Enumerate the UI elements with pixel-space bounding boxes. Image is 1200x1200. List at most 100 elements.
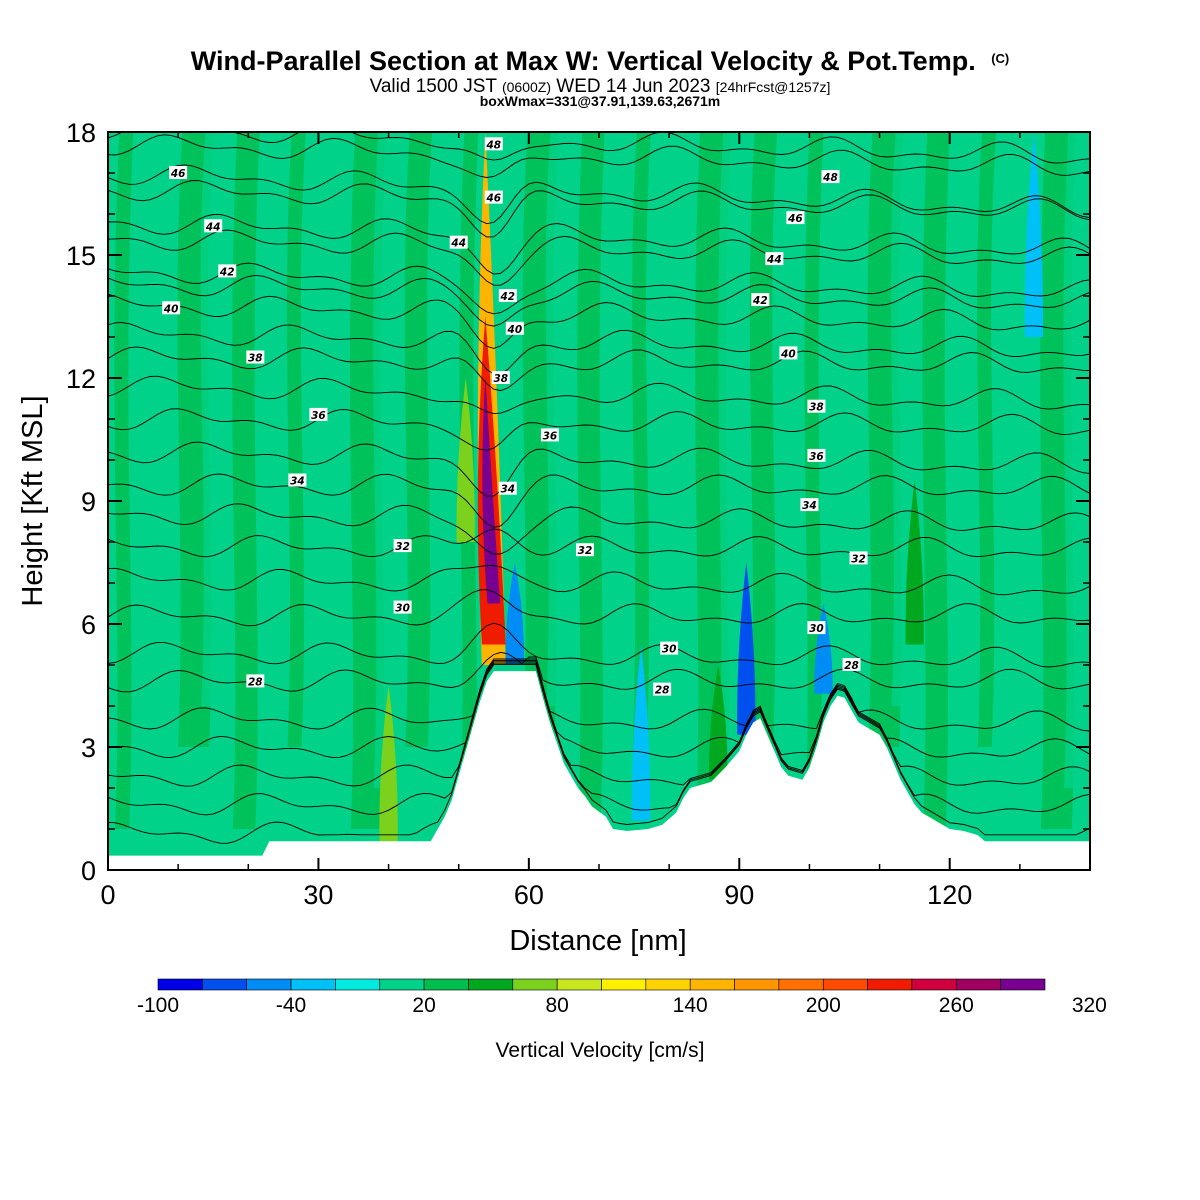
contour-label-text: 34	[802, 500, 817, 512]
contour-label-text: 36	[311, 410, 326, 422]
contour-label: 40	[162, 301, 181, 315]
contour-label-text: 30	[662, 644, 677, 656]
theta-line	[108, 132, 1090, 164]
contour-label-text: 46	[787, 213, 803, 225]
valid-local: Valid 1500 JST	[370, 76, 498, 97]
colorbar-swatch	[157, 978, 203, 991]
contour-label-bg	[484, 190, 503, 204]
contour-label-bg	[498, 481, 517, 495]
theta-line	[108, 661, 1090, 787]
contour-label: 46	[484, 190, 503, 205]
colorbar-swatch	[911, 978, 957, 991]
colorbar-tick-label: -40	[276, 994, 306, 1017]
theta-line	[108, 164, 1090, 225]
theta-line	[108, 293, 1090, 349]
w-band	[114, 132, 134, 829]
contour-label-bg	[800, 498, 819, 512]
w-band	[232, 132, 260, 829]
colorbar-tick-label: 140	[673, 994, 708, 1017]
w-band	[145, 132, 174, 788]
colorbar-swatch	[556, 978, 602, 991]
colorbar-swatch	[379, 978, 425, 991]
contour-label: 28	[653, 682, 672, 697]
theta-line	[108, 274, 1090, 327]
contour-label-bg	[807, 399, 826, 413]
theta-line	[108, 408, 1090, 451]
colorbar-swatch	[290, 978, 336, 991]
colorbar	[157, 978, 1046, 991]
contour-label-text: 32	[395, 541, 410, 553]
valid-date: WED 14 Jun 2023	[556, 76, 710, 97]
w-band	[404, 132, 433, 747]
contour-label: 36	[807, 448, 826, 463]
theta-line	[108, 375, 1090, 415]
contour-label-bg	[849, 551, 868, 565]
contour-label-bg	[491, 371, 510, 384]
y-axis-label: Height [Kft MSL]	[17, 395, 49, 606]
theta-line	[108, 659, 1090, 759]
theta-line	[108, 658, 1090, 732]
w-band	[631, 132, 651, 747]
colorbar-tick-label: 80	[545, 994, 568, 1017]
contour-label: 28	[842, 658, 861, 672]
contour-label: 44	[449, 235, 468, 250]
theta-line	[108, 214, 1090, 275]
w-cell-downdraft	[505, 562, 525, 665]
colorbar-swatch	[246, 978, 292, 991]
contour-label-bg	[765, 252, 784, 266]
w-band	[577, 132, 605, 829]
contour-label-bg	[484, 137, 503, 151]
contour-label-bg	[449, 235, 468, 249]
contour-label-text: 46	[170, 168, 186, 180]
contour-label-bg	[498, 289, 517, 302]
colorbar-swatch	[468, 978, 514, 991]
chart-title: Wind-Parallel Section at Max W: Vertical…	[191, 46, 1010, 76]
contour-label: 34	[498, 481, 517, 496]
contour-label: 46	[786, 211, 805, 225]
colorbar-swatch	[867, 978, 913, 991]
colorbar-tick-label: 320	[1072, 994, 1107, 1017]
contour-label-bg	[653, 682, 672, 696]
contour-label-bg	[821, 170, 840, 184]
x-tick-label: 90	[724, 880, 754, 910]
contour-label: 44	[204, 219, 223, 233]
contour-label: 30	[393, 600, 412, 615]
contour-label-text: 44	[766, 254, 782, 266]
x-tick-label: 60	[514, 880, 544, 910]
colorbar-swatch	[423, 978, 469, 991]
theta-line	[108, 180, 1090, 238]
y-tick-label: 3	[81, 733, 96, 763]
contour-label-bg	[660, 641, 679, 655]
theta-line	[108, 229, 1090, 286]
w-band	[663, 132, 691, 706]
colorbar-swatch	[955, 978, 1001, 991]
contour-label-text: 30	[809, 623, 824, 635]
contour-labels: 46 44 42 40 38 36 34 32 30 28 48 46 44 42 40 38 36 34 32 30…	[162, 137, 868, 697]
contour-label-bg	[204, 219, 223, 233]
w-band	[749, 132, 778, 747]
contour-label: 34	[288, 473, 307, 488]
contour-label: 30	[660, 641, 679, 656]
w-cell-sink	[1024, 132, 1044, 337]
contour-label-bg	[246, 350, 265, 364]
contour-label: 36	[540, 428, 559, 442]
w-cell-downdraft	[814, 603, 833, 694]
contour-label-bg	[218, 264, 237, 278]
theta-line	[108, 473, 1090, 528]
contour-label: 32	[575, 543, 594, 557]
contour-label-text: 48	[485, 139, 501, 151]
theta-line	[108, 664, 1090, 844]
theta-line	[108, 262, 1090, 315]
w-cell-flank	[456, 378, 475, 542]
contour-label: 38	[807, 399, 826, 414]
contour-label-bg	[288, 473, 307, 487]
x-axis: 0 30 60 90 120	[100, 132, 1021, 910]
title-copyright: (C)	[991, 51, 1009, 66]
contour-label-bg	[575, 543, 594, 557]
contour-label-text: 28	[248, 676, 263, 688]
contour-label: 42	[218, 264, 237, 278]
contour-label-text: 32	[851, 553, 866, 565]
x-tick-label: 30	[303, 880, 333, 910]
